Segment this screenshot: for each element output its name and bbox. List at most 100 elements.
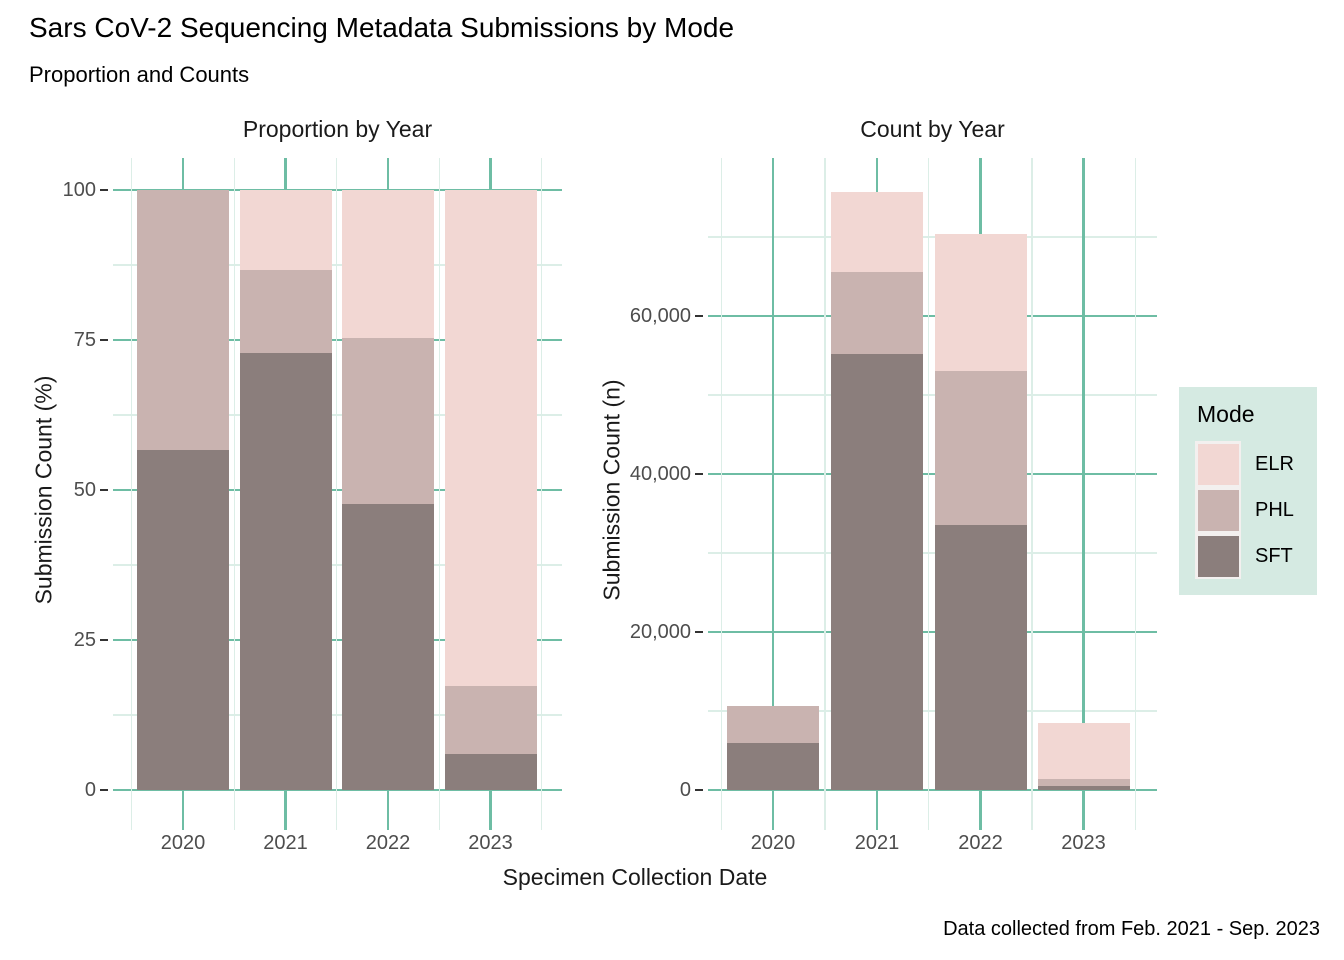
legend-key-sft: SFT bbox=[1195, 533, 1294, 579]
sft-color-swatch bbox=[1197, 535, 1239, 577]
chart-subtitle: Proportion and Counts bbox=[29, 62, 250, 87]
y-tick-label: 40,000 bbox=[629, 463, 691, 485]
gridline-minor-h bbox=[113, 714, 562, 716]
gridline-minor-v bbox=[824, 158, 826, 830]
elr-color-swatch bbox=[1197, 443, 1239, 485]
gridline-minor-h bbox=[113, 414, 562, 416]
y-tick-label: 20,000 bbox=[629, 621, 691, 643]
panel-title-proportion: Proportion by Year bbox=[242, 116, 433, 142]
y-tick-label: 60,000 bbox=[629, 305, 691, 327]
legend: Mode ELR PHL SFT bbox=[1179, 387, 1317, 595]
bar-segment-elr bbox=[1037, 722, 1130, 779]
bar-segment-sft bbox=[727, 742, 819, 790]
gridline-minor-v bbox=[336, 158, 338, 830]
chart-title: Sars CoV-2 Sequencing Metadata Submissio… bbox=[29, 12, 735, 43]
gridline-major-h bbox=[708, 788, 1157, 792]
x-tick-label: 2022 bbox=[365, 832, 411, 854]
gridline-minor-h bbox=[708, 394, 1157, 396]
gridline-minor-v bbox=[438, 158, 440, 830]
legend-key-phl: PHL bbox=[1195, 487, 1294, 533]
gridline-minor-h bbox=[708, 236, 1157, 238]
x-tick-label: 2022 bbox=[958, 832, 1003, 854]
x-tick-label: 2021 bbox=[854, 832, 900, 854]
y-axis-tick bbox=[100, 488, 108, 492]
bar-segment-phl bbox=[239, 269, 332, 353]
gridline-minor-v bbox=[1031, 158, 1033, 830]
bar-segment-sft bbox=[342, 504, 434, 790]
gridline-minor-h bbox=[708, 552, 1157, 554]
gridline-major-h bbox=[113, 788, 562, 792]
x-tick-label: 2020 bbox=[160, 832, 206, 854]
bar-segment-phl bbox=[137, 190, 229, 450]
legend-key-cell bbox=[1195, 441, 1241, 487]
bar-segment-elr bbox=[239, 190, 332, 270]
legend-title: Mode bbox=[1197, 401, 1255, 427]
gridline-minor-v bbox=[928, 158, 930, 830]
gridline-major-h bbox=[113, 338, 562, 342]
legend-key-label: PHL bbox=[1255, 498, 1294, 521]
gridline-minor-v bbox=[233, 158, 235, 830]
x-tick-label: 2021 bbox=[263, 832, 308, 854]
gridline-major-h bbox=[113, 638, 562, 642]
bar-segment-elr bbox=[934, 233, 1027, 372]
caption: Data collected from Feb. 2021 - Sep. 202… bbox=[943, 918, 1320, 940]
bar-segment-sft bbox=[1037, 786, 1130, 790]
gridline-minor-h bbox=[113, 264, 562, 266]
x-tick-label: 2020 bbox=[750, 832, 796, 854]
bar-segment-elr bbox=[444, 190, 537, 687]
bar-segment-sft bbox=[831, 353, 923, 790]
legend-key-cell bbox=[1195, 533, 1241, 579]
gridline-minor-h bbox=[708, 710, 1157, 712]
y-axis-tick bbox=[100, 788, 108, 792]
x-axis-title: Specimen Collection Date bbox=[502, 864, 768, 890]
phl-color-swatch bbox=[1197, 489, 1239, 531]
bar-segment-phl bbox=[831, 271, 923, 354]
gridline-minor-v bbox=[720, 158, 722, 830]
x-tick-label: 2023 bbox=[1061, 832, 1106, 854]
bar-segment-phl bbox=[727, 706, 819, 743]
gridline-major-v bbox=[1082, 158, 1085, 830]
gridline-minor-v bbox=[541, 158, 543, 830]
legend-key-cell bbox=[1195, 487, 1241, 533]
bar-segment-phl bbox=[934, 371, 1027, 526]
y-tick-label: 75 bbox=[73, 329, 96, 351]
y-axis-tick bbox=[695, 314, 703, 318]
y-axis-tick bbox=[100, 188, 108, 192]
gridline-major-h bbox=[708, 472, 1157, 476]
bar-segment-elr bbox=[831, 191, 923, 272]
bar-segment-phl bbox=[1037, 778, 1130, 787]
bar-segment-sft bbox=[239, 352, 332, 790]
bar-segment-sft bbox=[137, 449, 229, 790]
y-tick-label: 50 bbox=[73, 479, 96, 501]
gridline-major-h bbox=[708, 630, 1157, 634]
bar-segment-phl bbox=[444, 686, 537, 754]
y-axis-tick bbox=[695, 788, 703, 792]
gridline-major-v bbox=[771, 158, 775, 830]
panel-title-count: Count by Year bbox=[860, 116, 1005, 142]
gridline-major-h bbox=[113, 188, 562, 192]
gridline-minor-v bbox=[131, 158, 133, 830]
legend-key-elr: ELR bbox=[1195, 441, 1294, 487]
legend-keys: ELR PHL SFT bbox=[1195, 441, 1294, 579]
y-axis-tick bbox=[100, 338, 108, 342]
bar-segment-sft bbox=[934, 525, 1027, 790]
y-axis-tick bbox=[100, 638, 108, 642]
gridline-minor-v bbox=[1134, 158, 1136, 830]
bar-segment-phl bbox=[342, 338, 434, 505]
y-tick-label: 25 bbox=[73, 629, 96, 651]
legend-key-label: SFT bbox=[1255, 544, 1293, 567]
bar-segment-sft bbox=[444, 754, 537, 790]
y-axis-tick bbox=[695, 472, 703, 476]
gridline-major-h bbox=[113, 488, 562, 492]
x-tick-label: 2023 bbox=[468, 832, 513, 854]
y-axis-tick bbox=[695, 630, 703, 634]
y-tick-label: 0 bbox=[84, 779, 96, 801]
legend-key-label: ELR bbox=[1255, 452, 1294, 475]
bar-segment-elr bbox=[342, 190, 434, 339]
y-tick-label: 100 bbox=[62, 179, 96, 201]
y-tick-label: 0 bbox=[679, 779, 691, 801]
gridline-major-h bbox=[708, 314, 1157, 318]
gridline-minor-h bbox=[113, 564, 562, 566]
